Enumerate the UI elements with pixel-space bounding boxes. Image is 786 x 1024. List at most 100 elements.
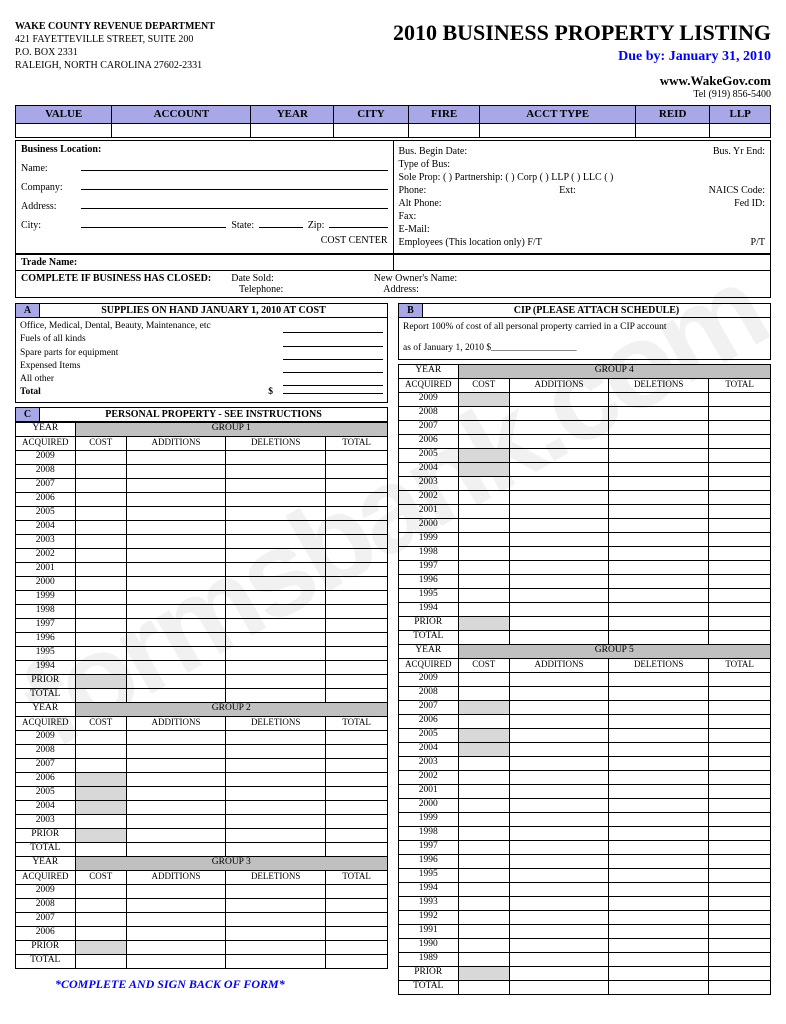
additions-cell[interactable] xyxy=(509,490,608,504)
deletions-cell[interactable] xyxy=(226,646,326,660)
cost-cell[interactable] xyxy=(458,574,509,588)
cost-cell[interactable] xyxy=(458,700,509,714)
total-cell[interactable] xyxy=(326,478,388,492)
additions-cell[interactable] xyxy=(509,714,608,728)
deletions-cell[interactable] xyxy=(226,744,326,758)
cost-cell[interactable] xyxy=(75,814,126,828)
total-cell[interactable] xyxy=(709,504,771,518)
total-cell[interactable] xyxy=(326,520,388,534)
cost-cell[interactable] xyxy=(458,798,509,812)
total-cell[interactable] xyxy=(709,406,771,420)
cost-cell[interactable] xyxy=(75,772,126,786)
supply-value[interactable] xyxy=(283,333,383,346)
supply-value[interactable] xyxy=(283,320,383,333)
entity-types[interactable]: Sole Prop: ( ) Partnership: ( ) Corp ( )… xyxy=(399,172,614,183)
total-add[interactable] xyxy=(126,688,225,702)
prior-total[interactable] xyxy=(709,966,771,980)
deletions-cell[interactable] xyxy=(609,784,709,798)
total-add[interactable] xyxy=(509,980,608,994)
deletions-cell[interactable] xyxy=(226,492,326,506)
total-cell[interactable] xyxy=(326,548,388,562)
total-cell[interactable] xyxy=(326,884,388,898)
additions-cell[interactable] xyxy=(126,758,225,772)
deletions-cell[interactable] xyxy=(609,770,709,784)
prior-del[interactable] xyxy=(609,616,709,630)
cost-cell[interactable] xyxy=(458,826,509,840)
prior-del[interactable] xyxy=(226,674,326,688)
cost-cell[interactable] xyxy=(458,840,509,854)
additions-cell[interactable] xyxy=(509,518,608,532)
prior-cost[interactable] xyxy=(75,674,126,688)
additions-cell[interactable] xyxy=(509,938,608,952)
cost-cell[interactable] xyxy=(458,714,509,728)
additions-cell[interactable] xyxy=(509,434,608,448)
cost-cell[interactable] xyxy=(458,952,509,966)
cost-cell[interactable] xyxy=(458,588,509,602)
cost-cell[interactable] xyxy=(75,520,126,534)
total-cell[interactable] xyxy=(326,814,388,828)
deletions-cell[interactable] xyxy=(609,896,709,910)
deletions-cell[interactable] xyxy=(226,618,326,632)
deletions-cell[interactable] xyxy=(609,532,709,546)
deletions-cell[interactable] xyxy=(226,898,326,912)
total-cell[interactable] xyxy=(326,562,388,576)
additions-cell[interactable] xyxy=(509,770,608,784)
total-cell[interactable] xyxy=(709,448,771,462)
total-cell[interactable] xyxy=(709,924,771,938)
cost-cell[interactable] xyxy=(75,730,126,744)
total-del[interactable] xyxy=(226,842,326,856)
cost-cell[interactable] xyxy=(75,534,126,548)
additions-cell[interactable] xyxy=(509,896,608,910)
cost-cell[interactable] xyxy=(458,770,509,784)
deletions-cell[interactable] xyxy=(609,546,709,560)
total-cell[interactable] xyxy=(709,476,771,490)
cost-cell[interactable] xyxy=(458,938,509,952)
total-cost[interactable] xyxy=(75,954,126,968)
deletions-cell[interactable] xyxy=(226,800,326,814)
cost-cell[interactable] xyxy=(75,464,126,478)
prior-del[interactable] xyxy=(226,940,326,954)
additions-cell[interactable] xyxy=(126,730,225,744)
total-cell[interactable] xyxy=(709,826,771,840)
additions-cell[interactable] xyxy=(126,562,225,576)
cost-cell[interactable] xyxy=(75,800,126,814)
cost-cell[interactable] xyxy=(75,646,126,660)
cost-cell[interactable] xyxy=(75,926,126,940)
additions-cell[interactable] xyxy=(509,560,608,574)
deletions-cell[interactable] xyxy=(609,798,709,812)
total-cell[interactable] xyxy=(326,534,388,548)
additions-cell[interactable] xyxy=(126,912,225,926)
cost-cell[interactable] xyxy=(458,728,509,742)
cost-cell[interactable] xyxy=(75,506,126,520)
additions-cell[interactable] xyxy=(126,646,225,660)
total-add[interactable] xyxy=(509,630,608,644)
total-cell[interactable] xyxy=(709,756,771,770)
cost-cell[interactable] xyxy=(75,898,126,912)
total-cell[interactable] xyxy=(709,742,771,756)
total-cell[interactable] xyxy=(709,910,771,924)
total-del[interactable] xyxy=(609,980,709,994)
deletions-cell[interactable] xyxy=(609,826,709,840)
total-cell[interactable] xyxy=(709,518,771,532)
cost-cell[interactable] xyxy=(458,504,509,518)
total-cell[interactable] xyxy=(326,660,388,674)
cost-cell[interactable] xyxy=(75,492,126,506)
prior-total[interactable] xyxy=(326,674,388,688)
cost-cell[interactable] xyxy=(75,548,126,562)
deletions-cell[interactable] xyxy=(226,814,326,828)
additions-cell[interactable] xyxy=(509,784,608,798)
deletions-cell[interactable] xyxy=(609,574,709,588)
top-empty-cell[interactable] xyxy=(16,124,112,138)
total-cell[interactable] xyxy=(709,532,771,546)
additions-cell[interactable] xyxy=(126,744,225,758)
cost-cell[interactable] xyxy=(458,812,509,826)
total-cell[interactable] xyxy=(709,434,771,448)
deletions-cell[interactable] xyxy=(609,462,709,476)
grand-total[interactable] xyxy=(326,842,388,856)
additions-cell[interactable] xyxy=(126,786,225,800)
prior-total[interactable] xyxy=(326,940,388,954)
deletions-cell[interactable] xyxy=(609,882,709,896)
additions-cell[interactable] xyxy=(126,520,225,534)
total-cell[interactable] xyxy=(709,490,771,504)
deletions-cell[interactable] xyxy=(226,604,326,618)
